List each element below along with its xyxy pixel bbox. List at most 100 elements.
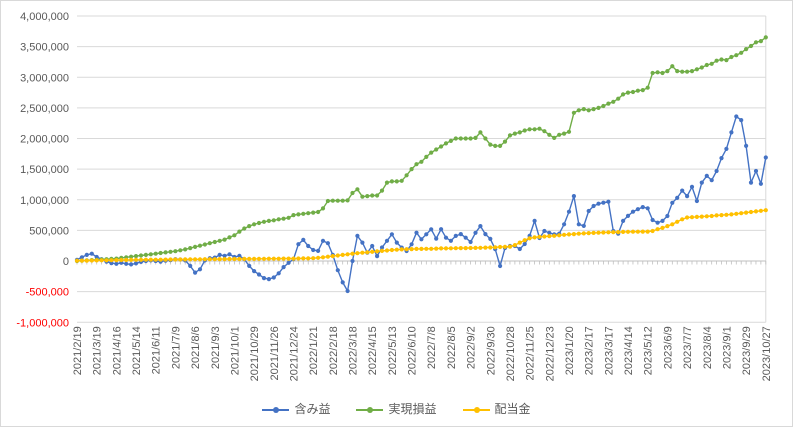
series-point	[355, 233, 360, 238]
series-point	[286, 256, 291, 261]
series-point	[247, 263, 252, 268]
series-point	[581, 231, 586, 236]
series-point	[237, 256, 242, 262]
series-point	[714, 168, 719, 174]
series-point	[675, 219, 680, 224]
series-point	[217, 257, 222, 262]
series-point	[660, 225, 665, 230]
series-point	[621, 218, 626, 223]
series-line-0	[76, 115, 767, 292]
series-point	[453, 233, 458, 238]
series-point	[734, 114, 739, 119]
series-point	[247, 224, 252, 229]
series-point	[394, 179, 399, 184]
series-point	[680, 188, 685, 193]
series-point	[655, 227, 660, 232]
y-axis-label: 2,500,000	[20, 103, 69, 115]
series-point	[704, 62, 709, 68]
series-point	[276, 217, 281, 222]
series-point	[379, 188, 385, 193]
series-point	[512, 131, 517, 136]
series-point	[271, 218, 276, 223]
legend-item-dividends[interactable]: 配当金	[462, 403, 531, 415]
series-point	[325, 198, 330, 204]
series-point	[557, 132, 562, 137]
x-axis-label: 2021/11/26	[269, 326, 281, 380]
series-point	[370, 193, 375, 198]
series-point	[409, 247, 414, 252]
series-point	[252, 269, 257, 274]
series-point	[281, 216, 286, 221]
series-point	[409, 167, 414, 172]
series-point	[232, 233, 237, 238]
series-point	[197, 267, 203, 272]
series-point	[719, 213, 724, 218]
series-point	[414, 162, 419, 167]
x-axis-label: 2021/10/1	[229, 326, 241, 375]
series-point	[394, 240, 399, 245]
legend-item-unrealized-gain[interactable]: 含み益	[262, 403, 330, 415]
series-point	[463, 235, 468, 240]
x-axis-label: 2022/5/13	[387, 326, 399, 375]
series-point	[502, 139, 508, 144]
series-point	[562, 222, 567, 227]
series-point	[414, 230, 419, 235]
series-point	[84, 258, 89, 263]
series-point	[325, 241, 330, 246]
series-point	[763, 155, 768, 160]
series-point	[168, 257, 173, 262]
series-point	[709, 178, 714, 183]
series-point	[320, 206, 326, 211]
series-point	[375, 249, 380, 254]
series-point	[276, 256, 281, 261]
series-point	[375, 193, 380, 198]
series-point	[753, 168, 759, 174]
series-point	[547, 132, 552, 137]
series-point	[188, 257, 193, 262]
series-point	[473, 230, 478, 235]
series-point	[222, 257, 227, 262]
x-axis-label: 2021/10/29	[249, 326, 261, 381]
x-axis-label: 2021/12/24	[288, 326, 300, 381]
series-point	[542, 234, 547, 239]
series-point	[335, 253, 340, 258]
series-point	[763, 35, 768, 40]
series-point	[138, 253, 144, 258]
series-point	[335, 268, 340, 273]
x-axis-label: 2022/7/8	[426, 326, 438, 369]
series-point	[227, 235, 232, 240]
legend-item-realized-pl[interactable]: 実現損益	[356, 403, 437, 415]
series-point	[399, 178, 404, 183]
series-point	[699, 65, 704, 70]
legend-dot	[473, 406, 480, 413]
x-axis-label: 2023/9/29	[741, 326, 753, 375]
series-point	[680, 69, 685, 74]
series-point	[744, 143, 749, 148]
series-point	[133, 257, 139, 262]
x-axis-label: 2023/8/4	[702, 326, 714, 369]
series-point	[758, 181, 764, 186]
x-axis-label: 2023/10/27	[761, 326, 773, 381]
series-point	[104, 258, 109, 263]
series-point	[517, 130, 522, 135]
series-point	[581, 107, 586, 112]
series-point	[281, 265, 286, 270]
series-point	[635, 229, 641, 234]
series-point	[286, 215, 291, 220]
series-point	[606, 101, 611, 106]
line-marker-icon	[356, 406, 384, 413]
series-point	[739, 118, 744, 123]
series-point	[685, 69, 690, 74]
series-point	[729, 212, 734, 217]
x-axis-label: 2022/8/5	[446, 326, 458, 369]
series-point	[129, 254, 134, 259]
series-point	[261, 219, 267, 224]
x-axis-label: 2021/9/3	[210, 326, 222, 369]
series-point	[601, 103, 606, 109]
series-point	[429, 150, 434, 155]
series-point	[542, 228, 547, 234]
series-point	[89, 258, 94, 263]
series-point	[384, 248, 390, 253]
series-point	[350, 190, 355, 196]
series-point	[222, 237, 227, 242]
